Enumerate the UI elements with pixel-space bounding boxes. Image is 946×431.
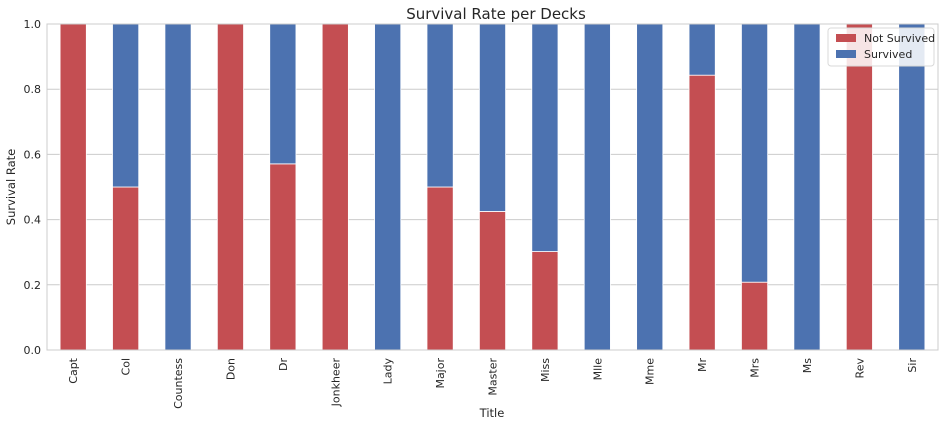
x-tick-label: Miss	[539, 358, 552, 382]
x-tick-label: Mr	[696, 358, 709, 372]
bar-survived-mme	[636, 23, 664, 351]
bar-not-survived-miss	[531, 251, 559, 351]
chart-title: Survival Rate per Decks	[406, 5, 586, 23]
legend-swatch	[836, 34, 856, 42]
bar-survived-miss	[531, 23, 559, 252]
bar-survived-mr	[688, 23, 716, 76]
y-tick-label: 0.6	[24, 148, 42, 161]
x-tick-label: Mlle	[591, 358, 604, 381]
y-tick-label: 1.0	[24, 18, 42, 31]
bars-group	[59, 23, 926, 351]
y-tick-label: 0.4	[24, 214, 42, 227]
x-tick-label: Mme	[644, 358, 657, 385]
x-axis-label: Title	[479, 406, 505, 420]
bar-survived-countess	[164, 23, 192, 351]
legend: Not Survived Survived	[827, 27, 935, 67]
bar-not-survived-major	[426, 186, 454, 351]
x-tick-label: Ms	[801, 358, 814, 373]
bar-survived-sir	[898, 23, 926, 351]
bar-survived-mrs	[741, 23, 769, 283]
x-tick-label: Don	[224, 358, 237, 380]
x-tick-label: Jonkheer	[329, 358, 342, 408]
bar-survived-master	[478, 23, 507, 212]
x-tick-label: Sir	[906, 358, 919, 373]
x-tick-label: Major	[434, 358, 447, 389]
bar-survived-lady	[374, 23, 402, 351]
bar-not-survived-rev	[845, 23, 873, 351]
y-axis-label: Survival Rate	[4, 149, 18, 225]
legend-swatch	[836, 50, 856, 58]
bar-survived-mlle	[583, 23, 611, 351]
bar-survived-ms	[793, 23, 821, 351]
x-tick-label: Col	[120, 358, 133, 375]
x-tick-label: Capt	[67, 357, 80, 383]
bar-not-survived-don	[216, 23, 244, 351]
x-tick-label: Dr	[277, 358, 290, 371]
x-tick-label: Mrs	[749, 358, 762, 378]
bar-survived-col	[112, 23, 140, 188]
bar-survived-major	[426, 23, 454, 188]
y-tick-label: 0.8	[24, 83, 42, 96]
bar-not-survived-master	[478, 211, 507, 351]
bar-not-survived-col	[112, 186, 140, 351]
y-tick-label: 0.2	[24, 279, 42, 292]
bar-not-survived-mrs	[741, 281, 769, 351]
plot-frame	[46, 23, 939, 351]
x-tick-label: Countess	[172, 358, 185, 409]
x-tick-label: Rev	[853, 358, 866, 379]
x-tick-label: Master	[487, 358, 500, 396]
legend-label: Not Survived	[864, 32, 935, 45]
bar-not-survived-mr	[688, 74, 716, 351]
x-tick-label: Lady	[382, 358, 395, 385]
y-tick-label: 0.0	[24, 344, 42, 357]
bar-not-survived-dr	[269, 163, 297, 351]
bar-not-survived-capt	[59, 23, 87, 351]
bar-not-survived-jonkheer	[321, 23, 349, 351]
legend-label: Survived	[864, 48, 912, 61]
x-tick-labels: Capt Col Countess Don Dr Jonkheer Lady Major Mas…	[67, 357, 919, 409]
bar-survived-dr	[269, 23, 297, 165]
y-tick-labels: 0.0 0.2 0.4 0.6 0.8 1.0	[24, 18, 42, 357]
